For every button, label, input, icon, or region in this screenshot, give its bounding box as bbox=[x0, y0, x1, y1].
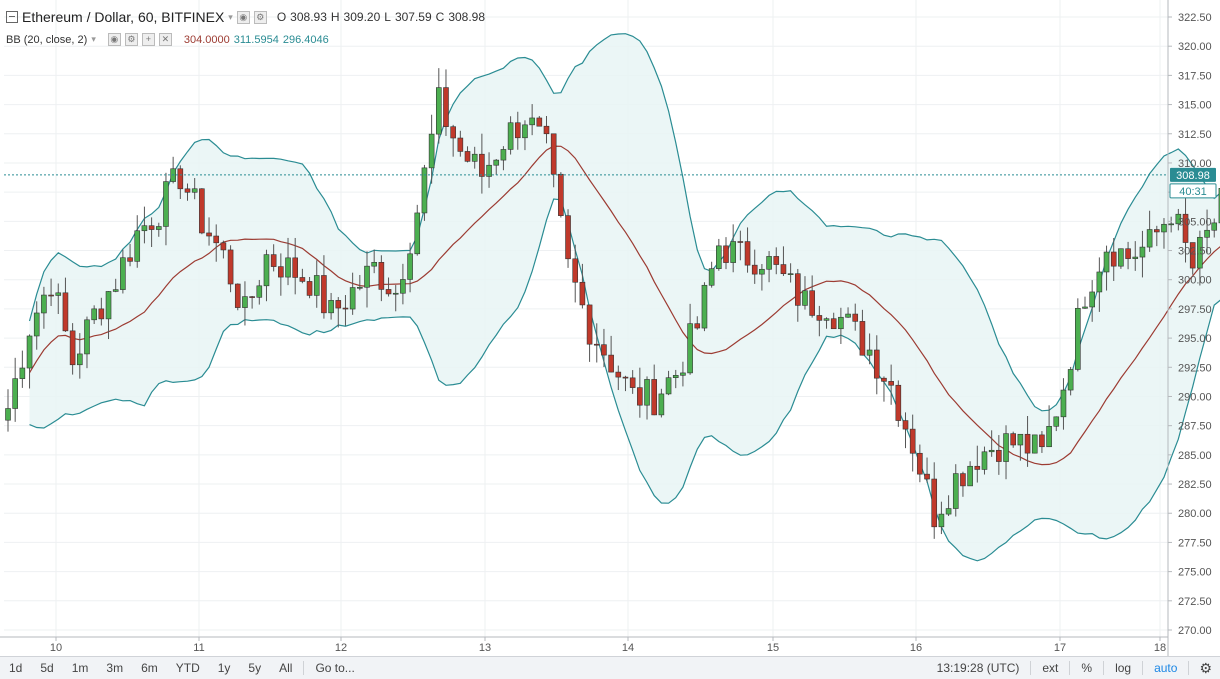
open-value: 308.93 bbox=[290, 10, 327, 24]
ext-toggle[interactable]: ext bbox=[1033, 661, 1067, 675]
candle bbox=[443, 69, 448, 136]
candle bbox=[1118, 248, 1123, 268]
log-toggle[interactable]: log bbox=[1106, 661, 1140, 675]
candle bbox=[422, 165, 427, 221]
x-tick-label: 14 bbox=[622, 642, 634, 654]
candle bbox=[881, 376, 886, 401]
x-tick-label: 15 bbox=[767, 642, 779, 654]
y-tick-label: 277.50 bbox=[1178, 537, 1212, 549]
close-icon[interactable]: ✕ bbox=[159, 33, 172, 46]
range-button-6m[interactable]: 6m bbox=[132, 661, 167, 675]
settings-icon[interactable]: ⚙ bbox=[125, 33, 138, 46]
y-tick-label: 290.00 bbox=[1178, 391, 1212, 403]
range-button-all[interactable]: All bbox=[270, 661, 301, 675]
candle bbox=[587, 305, 592, 362]
y-tick-label: 315.00 bbox=[1178, 100, 1212, 112]
y-tick-label: 272.50 bbox=[1178, 596, 1212, 608]
x-tick-label: 11 bbox=[193, 642, 204, 654]
y-tick-label: 280.00 bbox=[1178, 508, 1212, 520]
x-tick-label: 10 bbox=[50, 642, 62, 654]
indicator-basis-value: 304.0000 bbox=[184, 34, 230, 46]
x-tick-label: 16 bbox=[910, 642, 922, 654]
indicator-legend: BB (20, close, 2) ▾ ◉ ⚙ + ✕ 304.0000 311… bbox=[6, 33, 333, 46]
y-tick-label: 292.50 bbox=[1178, 362, 1212, 374]
goto-button[interactable]: Go to... bbox=[306, 661, 363, 675]
range-button-3m[interactable]: 3m bbox=[97, 661, 132, 675]
collapse-icon[interactable] bbox=[6, 11, 18, 23]
candle bbox=[1032, 435, 1037, 454]
close-value: 308.98 bbox=[448, 10, 485, 24]
y-tick-label: 317.50 bbox=[1178, 70, 1212, 82]
indicator-name[interactable]: BB (20, close, 2) bbox=[6, 34, 87, 46]
gear-icon[interactable]: ⚙ bbox=[1191, 660, 1220, 677]
candle bbox=[20, 351, 25, 388]
candle bbox=[896, 380, 901, 426]
x-tick-label: 13 bbox=[479, 642, 491, 654]
y-tick-label: 305.00 bbox=[1178, 216, 1212, 228]
percent-toggle[interactable]: % bbox=[1072, 661, 1101, 675]
x-tick-label: 12 bbox=[335, 642, 347, 654]
y-tick-label: 285.00 bbox=[1178, 450, 1212, 462]
chevron-down-icon[interactable]: ▾ bbox=[228, 12, 233, 23]
x-tick-label: 18 bbox=[1154, 642, 1166, 654]
eye-icon[interactable]: ◉ bbox=[108, 33, 121, 46]
indicator-lower-value: 296.4046 bbox=[283, 34, 329, 46]
candle bbox=[1083, 297, 1088, 309]
chevron-down-icon[interactable]: ▾ bbox=[91, 34, 96, 45]
clock-label: 13:19:28 (UTC) bbox=[928, 661, 1029, 675]
close-label: C bbox=[436, 10, 445, 24]
candle bbox=[436, 68, 441, 143]
range-button-1y[interactable]: 1y bbox=[209, 661, 240, 675]
y-tick-label: 287.50 bbox=[1178, 421, 1212, 433]
range-button-5d[interactable]: 5d bbox=[31, 661, 62, 675]
candle bbox=[1075, 298, 1080, 371]
add-icon[interactable]: + bbox=[142, 33, 155, 46]
candle bbox=[716, 239, 721, 271]
y-tick-label: 320.00 bbox=[1178, 41, 1212, 53]
y-tick-label: 282.50 bbox=[1178, 479, 1212, 491]
y-tick-label: 312.50 bbox=[1178, 129, 1212, 141]
eye-icon[interactable]: ◉ bbox=[237, 11, 250, 24]
range-button-ytd[interactable]: YTD bbox=[167, 661, 209, 675]
y-tick-label: 275.00 bbox=[1178, 567, 1212, 579]
high-value: 309.20 bbox=[344, 10, 381, 24]
time-axis[interactable]: 10 11 12 13 14 15 16 17 18 bbox=[50, 637, 1166, 654]
range-button-1d[interactable]: 1d bbox=[0, 661, 31, 675]
candle bbox=[171, 157, 176, 184]
y-tick-label: 300.00 bbox=[1178, 275, 1212, 287]
y-tick-label: 270.00 bbox=[1178, 625, 1212, 637]
y-tick-label: 295.00 bbox=[1178, 333, 1212, 345]
candle bbox=[199, 188, 204, 234]
candle bbox=[415, 205, 420, 256]
settings-icon[interactable]: ⚙ bbox=[254, 11, 267, 24]
y-tick-label: 302.50 bbox=[1178, 246, 1212, 258]
range-button-5y[interactable]: 5y bbox=[239, 661, 270, 675]
y-tick-label: 322.50 bbox=[1178, 12, 1212, 24]
candle bbox=[135, 215, 140, 268]
x-tick-label: 17 bbox=[1054, 642, 1066, 654]
symbol-legend: Ethereum / Dollar, 60, BITFINEX ▾ ◉ ⚙ O … bbox=[6, 9, 489, 25]
bollinger-band-fill bbox=[30, 34, 1220, 561]
y-tick-label: 297.50 bbox=[1178, 304, 1212, 316]
candle bbox=[702, 282, 707, 331]
high-label: H bbox=[331, 10, 340, 24]
low-value: 307.59 bbox=[395, 10, 432, 24]
indicator-upper-value: 311.5954 bbox=[234, 34, 279, 46]
candle bbox=[709, 262, 714, 288]
candle bbox=[558, 172, 563, 217]
open-label: O bbox=[277, 10, 286, 24]
range-button-1m[interactable]: 1m bbox=[63, 661, 98, 675]
bar-countdown-label: 40:31 bbox=[1179, 186, 1207, 198]
candle bbox=[235, 283, 240, 310]
candle bbox=[566, 209, 571, 268]
auto-toggle[interactable]: auto bbox=[1145, 661, 1186, 675]
low-label: L bbox=[384, 10, 391, 24]
last-price-label: 308.98 bbox=[1176, 170, 1210, 182]
symbol-title[interactable]: Ethereum / Dollar, 60, BITFINEX bbox=[22, 9, 224, 25]
